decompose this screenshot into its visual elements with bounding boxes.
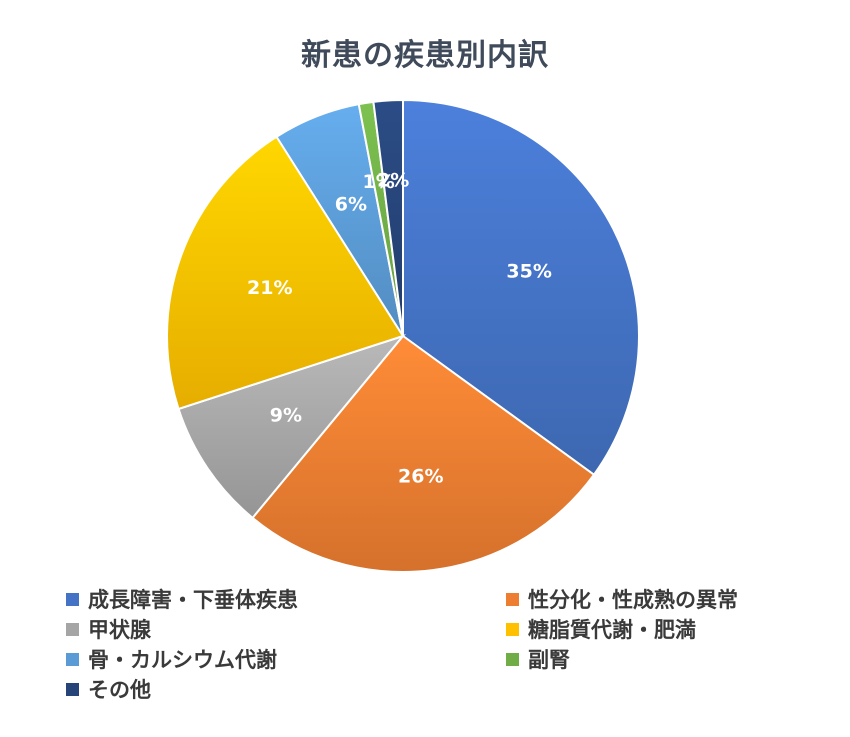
pie-slice <box>251 334 596 573</box>
legend-item: 成長障害・下垂体疾患 <box>66 585 506 613</box>
pie-slice <box>372 98 404 337</box>
legend-swatch <box>66 622 79 636</box>
legend-item: 糖脂質代謝・肥満 <box>506 615 806 643</box>
legend-label: 性分化・性成熟の異常 <box>528 588 738 612</box>
pie-slice <box>402 98 640 477</box>
legend-label: 骨・カルシウム代謝 <box>88 648 277 672</box>
legend-label: 副腎 <box>528 648 570 672</box>
legend-swatch <box>66 652 79 666</box>
legend-swatch <box>66 592 79 606</box>
data-label: 2% <box>377 170 409 192</box>
pie-chart: 35% 26% 9% 21% 6%1%2% <box>166 98 640 573</box>
legend-item: 性分化・性成熟の異常 <box>506 585 806 613</box>
pie-slice <box>177 333 406 520</box>
data-label: 6% <box>335 193 367 215</box>
pie-slice <box>166 135 405 411</box>
chart-title: 新患の疾患別内訳 <box>301 38 549 73</box>
legend-label: 成長障害・下垂体疾患 <box>88 588 298 612</box>
data-label: 21% <box>247 277 292 299</box>
data-label: 1% <box>363 171 395 193</box>
data-label: 9% <box>270 405 302 427</box>
legend-swatch <box>66 682 79 696</box>
data-label: 35% <box>506 261 551 283</box>
data-label: 26% <box>398 465 443 487</box>
legend-label: 糖脂質代謝・肥満 <box>528 618 696 642</box>
legend-label: 甲状腺 <box>88 618 151 642</box>
legend-item: 骨・カルシウム代謝 <box>66 645 506 673</box>
legend-swatch <box>506 592 519 606</box>
legend-item: その他 <box>66 675 506 703</box>
legend: 成長障害・下垂体疾患 性分化・性成熟の異常甲状腺 糖脂質代謝・肥満骨・カルシウム代謝… <box>66 585 826 703</box>
legend-swatch <box>506 652 519 666</box>
legend-label: その他 <box>88 678 151 702</box>
legend-item: 甲状腺 <box>66 615 506 643</box>
legend-swatch <box>506 622 519 636</box>
legend-item: 副腎 <box>506 645 806 673</box>
